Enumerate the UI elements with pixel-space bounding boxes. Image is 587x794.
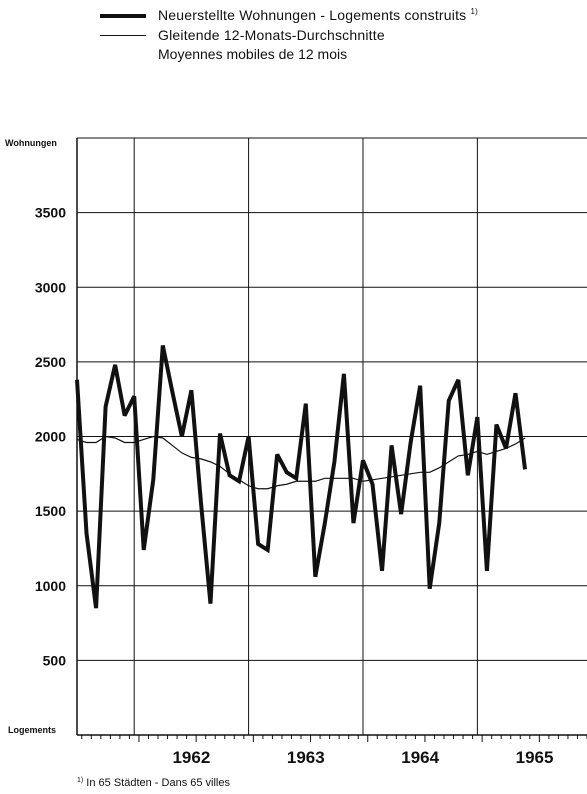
y-axis-label-top: Wohnungen bbox=[5, 138, 57, 148]
y-tick-label: 2500 bbox=[35, 354, 66, 370]
chart-legend: Neuerstellte Wohnungen - Logements const… bbox=[100, 6, 580, 68]
legend-entry-moving-average: Gleitende 12-Monats-Durchschnitte Moyenn… bbox=[100, 26, 580, 68]
footnote-marker: 1) bbox=[77, 777, 84, 784]
series-line-moving-average bbox=[76, 435, 526, 490]
y-axis-label-bottom: Logements bbox=[8, 725, 56, 735]
series-line-constructed bbox=[75, 345, 528, 609]
x-year-label: 1964 bbox=[401, 748, 439, 767]
y-tick-label: 1000 bbox=[35, 578, 66, 594]
legend-label-text: Neuerstellte Wohnungen - Logements const… bbox=[158, 7, 467, 23]
legend-label-moving-average-de: Gleitende 12-Monats-Durchschnitte bbox=[158, 27, 385, 43]
x-year-label: 1963 bbox=[287, 748, 325, 767]
footnote-text: In 65 Städten - Dans 65 villes bbox=[86, 777, 230, 789]
x-year-label: 1962 bbox=[172, 748, 210, 767]
x-year-label: 1965 bbox=[516, 748, 554, 767]
y-tick-label: 3000 bbox=[35, 279, 66, 295]
legend-swatch-thin-line bbox=[100, 35, 146, 36]
y-tick-label: 2000 bbox=[35, 429, 66, 445]
legend-entry-constructed: Neuerstellte Wohnungen - Logements const… bbox=[100, 6, 580, 26]
legend-label-constructed: Neuerstellte Wohnungen - Logements const… bbox=[158, 7, 478, 23]
y-tick-label: 1500 bbox=[35, 503, 66, 519]
chart-footnote: 1) In 65 Städten - Dans 65 villes bbox=[77, 777, 230, 789]
legend-swatch-thick-line bbox=[100, 14, 146, 18]
legend-footnote-marker: 1) bbox=[470, 7, 478, 16]
y-tick-label: 500 bbox=[43, 652, 67, 668]
legend-label-moving-average-fr: Moyennes mobiles de 12 mois bbox=[158, 46, 348, 62]
y-tick-label: 3500 bbox=[35, 205, 66, 221]
